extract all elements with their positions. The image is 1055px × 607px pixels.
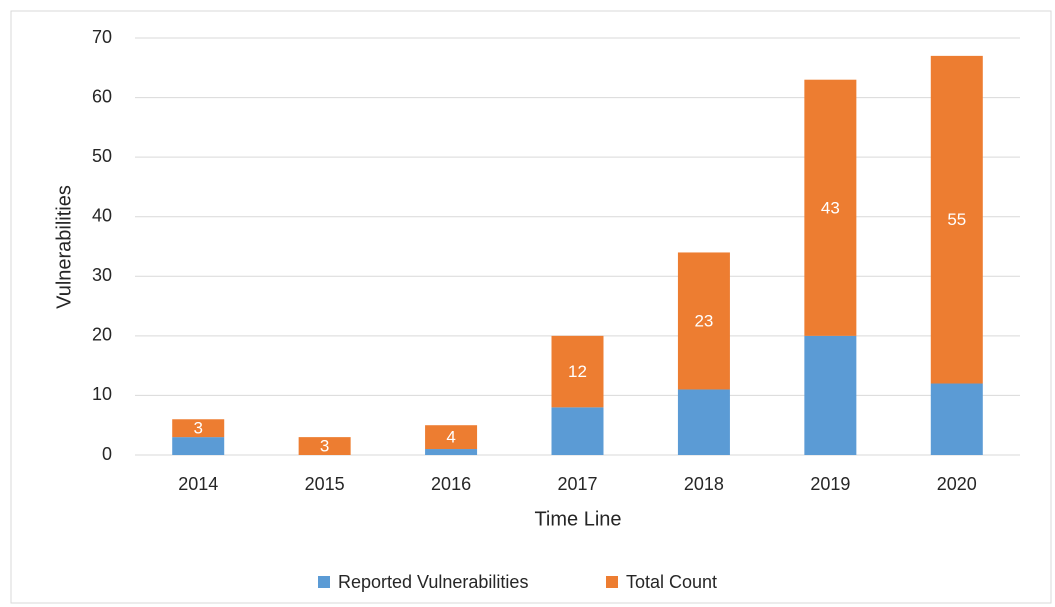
data-label: 3 <box>320 437 329 456</box>
x-tick-label: 2014 <box>178 474 218 494</box>
legend-swatch <box>318 576 330 588</box>
data-label: 4 <box>446 428 455 447</box>
y-axis-title: Vulnerabilities <box>53 185 75 309</box>
bar-segment <box>677 252 730 390</box>
data-label: 43 <box>821 198 840 217</box>
legend-label: Reported Vulnerabilities <box>338 572 528 592</box>
y-tick-label: 70 <box>92 27 112 47</box>
y-tick-label: 50 <box>92 146 112 166</box>
bar-segment <box>804 79 857 336</box>
y-tick-label: 60 <box>92 86 112 106</box>
bar-segment <box>930 383 983 455</box>
bar-segment <box>425 449 478 455</box>
chart-border <box>10 10 1052 604</box>
x-tick-label: 2018 <box>684 474 724 494</box>
bar-segment <box>172 419 225 438</box>
y-tick-label: 20 <box>92 325 112 345</box>
x-tick-label: 2020 <box>937 474 977 494</box>
bar-segment <box>804 335 857 455</box>
bar-segment <box>677 389 730 455</box>
data-label: 3 <box>193 419 202 438</box>
y-tick-label: 10 <box>92 384 112 404</box>
bar-segment <box>551 407 604 455</box>
x-tick-label: 2015 <box>305 474 345 494</box>
legend-label: Total Count <box>626 572 717 592</box>
legend-swatch <box>606 576 618 588</box>
bar-segment <box>930 55 983 384</box>
x-axis-title: Time Line <box>534 508 621 530</box>
x-tick-label: 2016 <box>431 474 471 494</box>
data-label: 23 <box>694 311 713 330</box>
bar-segment <box>425 425 478 450</box>
bar-segment <box>298 437 351 455</box>
y-tick-label: 40 <box>92 205 112 225</box>
data-label: 55 <box>947 210 966 229</box>
bar-segment <box>551 335 604 408</box>
x-tick-label: 2019 <box>810 474 850 494</box>
x-tick-label: 2017 <box>557 474 597 494</box>
bar-segment <box>172 437 225 455</box>
y-tick-label: 30 <box>92 265 112 285</box>
data-label: 12 <box>568 362 587 381</box>
y-tick-label: 0 <box>102 444 112 464</box>
